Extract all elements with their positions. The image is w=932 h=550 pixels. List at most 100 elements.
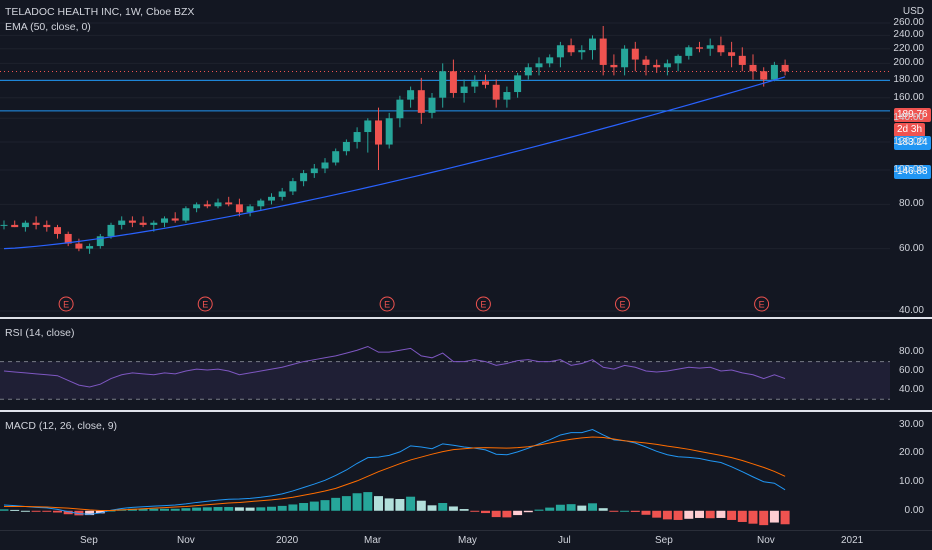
candle-body bbox=[150, 222, 158, 225]
rsi-legend[interactable]: RSI (14, close) bbox=[5, 327, 75, 339]
macd-histogram-bar bbox=[299, 503, 309, 511]
ema-value-tag: 183.24 bbox=[894, 136, 931, 150]
candle-body bbox=[621, 48, 629, 68]
ema-line bbox=[3, 76, 786, 250]
earnings-marker bbox=[754, 296, 770, 312]
candle-body bbox=[685, 47, 693, 56]
candle-body bbox=[310, 168, 318, 174]
macd-histogram-bar bbox=[192, 507, 202, 511]
macd-histogram-bar bbox=[598, 508, 608, 511]
price-tick-label: 60.00 bbox=[898, 242, 924, 254]
macd-histogram-bar bbox=[245, 507, 255, 511]
candle-body bbox=[289, 181, 297, 192]
candle-body bbox=[567, 45, 575, 53]
candle-body bbox=[738, 55, 746, 65]
candle-body bbox=[749, 64, 757, 72]
candle-body bbox=[278, 191, 286, 197]
candle-body bbox=[428, 97, 436, 113]
macd-histogram-bar bbox=[534, 509, 544, 511]
candle-body bbox=[139, 222, 147, 225]
macd-histogram-bar bbox=[331, 497, 341, 511]
symbol-title[interactable]: TELADOC HEALTH INC, 1W, Cboe BZX bbox=[5, 6, 195, 18]
candle-body bbox=[257, 200, 265, 207]
macd-histogram-bar bbox=[256, 507, 266, 511]
candle-body bbox=[556, 45, 564, 58]
macd-histogram-bar bbox=[20, 510, 30, 512]
candle-body bbox=[535, 63, 543, 68]
macd-histogram-bar bbox=[213, 507, 223, 511]
macd-histogram-bar bbox=[406, 496, 416, 511]
candle-body bbox=[599, 38, 607, 65]
candle-body bbox=[717, 45, 725, 53]
macd-histogram-bar bbox=[395, 498, 405, 511]
macd-histogram-bar bbox=[224, 507, 234, 511]
macd-legend[interactable]: MACD (12, 26, close, 9) bbox=[5, 420, 118, 432]
macd-histogram-bar bbox=[652, 510, 662, 518]
candle-body bbox=[75, 243, 83, 249]
candle-body bbox=[674, 55, 682, 64]
candle-body bbox=[21, 222, 29, 228]
candle-body bbox=[770, 64, 778, 80]
macd-histogram-bar bbox=[74, 510, 84, 516]
macd-histogram-bar bbox=[202, 507, 212, 511]
macd-histogram-bar bbox=[95, 510, 105, 514]
candle-body bbox=[781, 64, 789, 72]
ema-legend[interactable]: EMA (50, close, 0) bbox=[5, 21, 91, 33]
earnings-marker-label: E bbox=[619, 300, 625, 310]
price-tick-label: 160.00 bbox=[893, 91, 924, 103]
candle-body bbox=[342, 141, 350, 152]
earnings-marker-label: E bbox=[384, 300, 390, 310]
macd-histogram-bar bbox=[737, 510, 747, 522]
time-tick-label: 2020 bbox=[276, 535, 299, 546]
candle-body bbox=[460, 86, 468, 93]
last-price-tag: 189.76 bbox=[894, 108, 931, 122]
candle-body bbox=[728, 52, 736, 56]
macd-histogram-bar bbox=[160, 508, 169, 511]
pane-separator-price[interactable] bbox=[0, 317, 932, 319]
macd-histogram-bar bbox=[149, 508, 159, 511]
macd-histogram-bar bbox=[555, 504, 565, 511]
candle-body bbox=[118, 220, 126, 225]
rsi-tick-label: 60.00 bbox=[898, 365, 924, 376]
macd-tick-label: 20.00 bbox=[898, 447, 924, 459]
macd-tick-label: 10.00 bbox=[898, 476, 924, 488]
time-tick-label: Sep bbox=[80, 535, 98, 546]
hline-value-tag: 146.88 bbox=[894, 165, 931, 179]
candle-body bbox=[182, 208, 190, 221]
macd-histogram-bar bbox=[491, 510, 501, 518]
earnings-marker-label: E bbox=[759, 300, 765, 310]
macd-histogram-bar bbox=[31, 510, 41, 512]
macd-histogram-bar bbox=[641, 510, 651, 515]
candle-body bbox=[449, 71, 457, 93]
macd-histogram-bar bbox=[363, 492, 373, 511]
candle-body bbox=[589, 38, 596, 51]
macd-histogram-bar bbox=[545, 507, 555, 511]
candle-body bbox=[43, 224, 51, 228]
macd-histogram-bar bbox=[170, 508, 180, 511]
macd-histogram-bar bbox=[181, 508, 191, 511]
macd-histogram-bar bbox=[267, 506, 276, 511]
pane-separator-rsi[interactable] bbox=[0, 410, 932, 412]
macd-histogram-bar bbox=[780, 510, 790, 525]
candle-body bbox=[396, 99, 404, 119]
earnings-marker-label: E bbox=[202, 300, 208, 310]
price-tick-label: 200.00 bbox=[893, 57, 924, 69]
candle-body bbox=[524, 67, 532, 76]
candle-body bbox=[54, 227, 61, 234]
candle-body bbox=[193, 204, 201, 209]
earnings-marker-label: E bbox=[63, 300, 69, 310]
macd-histogram-bar bbox=[0, 509, 9, 511]
macd-histogram-bar bbox=[341, 496, 351, 511]
rsi-line bbox=[3, 345, 786, 388]
price-tick-label: 140.00 bbox=[893, 112, 924, 124]
price-tick-label: 100.00 bbox=[893, 164, 924, 176]
macd-histogram-bar bbox=[588, 503, 597, 511]
candle-body bbox=[760, 71, 768, 80]
candle-body bbox=[128, 220, 136, 223]
time-tick-label: 2021 bbox=[841, 535, 864, 546]
price-tick-label: 40.00 bbox=[898, 305, 924, 316]
macd-histogram-bar bbox=[769, 510, 779, 523]
rsi-tick-label: 80.00 bbox=[898, 346, 924, 358]
candle-body bbox=[11, 224, 19, 228]
